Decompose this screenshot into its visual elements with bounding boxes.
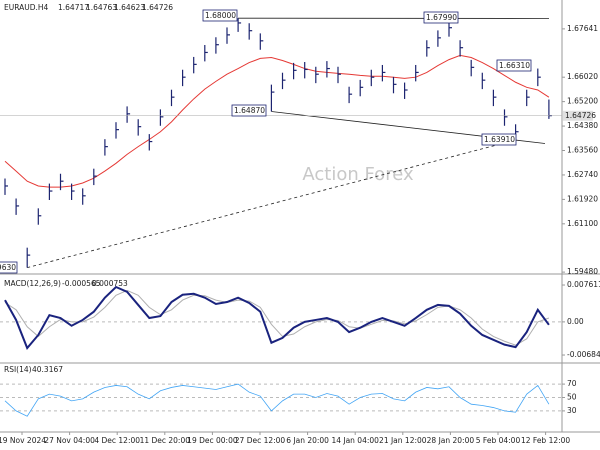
open: 1.64717	[58, 3, 89, 12]
current-price-label: 1.64726	[565, 111, 596, 120]
annotation-box	[423, 11, 459, 24]
y-tick-label: 0.007611	[567, 280, 600, 289]
series-line	[4, 383, 550, 417]
high: 1.64763	[86, 3, 117, 12]
annotation-label: 1.64870	[234, 106, 265, 115]
x-tick-label: 4 Dec 12:00	[94, 436, 140, 445]
series-line	[4, 54, 550, 188]
x-tick-label: 27 Nov 04:00	[44, 436, 95, 445]
low: 1.64623	[114, 3, 145, 12]
annotation-label: 1.63910	[484, 135, 515, 144]
annotation-label: 1.59630	[0, 263, 16, 272]
x-tick-label: 19 Nov 2024	[0, 436, 46, 445]
y-tick-label: 1.65200	[567, 97, 598, 106]
watermark: Action Forex	[302, 164, 414, 185]
y-tick-label: 0.00	[567, 317, 584, 326]
x-tick-label: 14 Jan 04:00	[331, 436, 379, 445]
annotation-box	[0, 261, 18, 274]
panel-title: RSI(14)	[4, 365, 32, 374]
y-tick-label: 1.64380	[567, 121, 598, 130]
y-tick-label: 1.62740	[567, 170, 598, 179]
y-tick-label: 1.61920	[567, 194, 598, 203]
y-tick-label: 70	[567, 379, 577, 388]
annotation-label: 1.68000	[205, 11, 236, 20]
x-tick-label: 5 Feb 04:00	[476, 436, 521, 445]
annotation-box	[481, 133, 517, 146]
x-tick-label: 27 Dec 12:00	[235, 436, 286, 445]
close: 1.64726	[142, 3, 173, 12]
x-tick-label: 21 Jan 12:00	[379, 436, 427, 445]
price-header: EURAUD.H4 1.64717 1.64763 1.64623 1.6472…	[4, 3, 173, 12]
rsi-value: 40.3167	[32, 365, 63, 374]
y-tick-label: 1.66020	[567, 72, 598, 81]
panel-title: MACD(12,26,9)	[4, 279, 61, 288]
current-price-box	[563, 110, 593, 121]
y-tick-label: 1.63560	[567, 146, 598, 155]
y-tick-label: -0.00684	[567, 350, 600, 359]
y-tick-label: 1.61100	[567, 219, 598, 228]
y-tick-label: 1.67641	[567, 24, 598, 33]
x-tick-label: 6 Jan 20:00	[286, 436, 329, 445]
series-line	[4, 289, 550, 346]
signal-value: 0.000753	[92, 279, 128, 288]
annotation-label: 1.67990	[426, 13, 457, 22]
symbol: EURAUD.H4	[4, 3, 49, 12]
y-tick-label: 1.59480	[567, 267, 598, 276]
series-line	[4, 285, 550, 350]
x-tick-label: 19 Dec 00:00	[187, 436, 238, 445]
trend-line	[27, 139, 516, 269]
y-tick-label: 50	[567, 393, 577, 402]
annotation-box	[202, 9, 238, 22]
macd-value: -0.000565	[62, 279, 101, 288]
annotation-box	[496, 59, 532, 72]
y-tick-label: 30	[567, 406, 577, 415]
x-tick-label: 12 Feb 12:00	[521, 436, 570, 445]
x-tick-label: 11 Dec 20:00	[140, 436, 191, 445]
annotation-label: 1.66310	[499, 61, 530, 70]
x-tick-label: 28 Jan 20:00	[427, 436, 475, 445]
annotation-box	[231, 104, 267, 117]
